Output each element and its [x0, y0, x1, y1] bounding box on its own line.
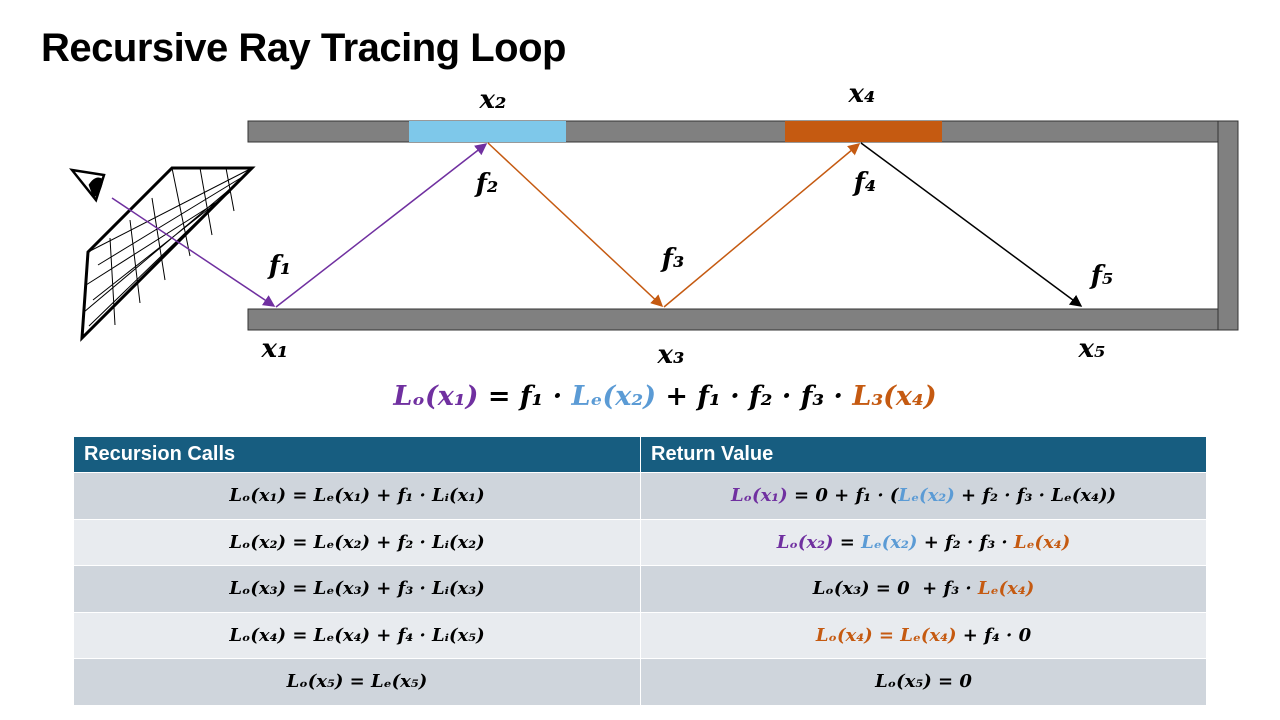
formula-part: + f₂ · f₃ · [917, 531, 1014, 553]
brdf-label: f₄ [852, 168, 877, 198]
walls [247, 120, 1239, 331]
formula-part: Lₑ(x₄) [977, 578, 1035, 600]
point-label: x₁ [261, 334, 289, 364]
point-label: x₃ [657, 340, 685, 370]
formula-part: Lₑ(x₄) [1013, 531, 1071, 553]
table-row: Lₒ(x₃) = Lₑ(x₃) + f₃ · Lᵢ(x₃) Lₒ(x₃) = 0 … [74, 565, 1206, 612]
formula-part: + f₄ · 0 [956, 624, 1032, 646]
brdf-label: f₃ [660, 244, 685, 274]
table-row: Lₒ(x₂) = Lₑ(x₂) + f₂ · Lᵢ(x₂) Lₒ(x₂) = Lₑ… [74, 518, 1206, 566]
formula-part: Lₑ(x₂) [898, 485, 955, 507]
formula-part: Lₒ(x₄) = Lₑ(x₄) + f₄ · Lᵢ(x₅) [229, 624, 485, 646]
formula-part: + f₂ · f₃ · Lₑ(x₄)) [954, 485, 1117, 507]
point-label: x₅ [1078, 334, 1106, 364]
formula-part: Lₒ(x₅) = 0 [875, 671, 972, 693]
formula-part: Lₒ(x₁) [730, 485, 788, 507]
header-cell: Return Value [640, 437, 1206, 472]
brdf-label: f₁ [267, 251, 292, 281]
formula-part: Lₒ(x₄) = Lₑ(x₄) [815, 624, 957, 646]
brdf-label: f₂ [474, 169, 499, 199]
header-row: Recursion Calls Return Value [74, 437, 1206, 472]
table-cell: Lₒ(x₂) = Lₑ(x₂) + f₂ · Lᵢ(x₂) [74, 520, 640, 566]
brdf-label: f₅ [1089, 261, 1114, 291]
formula-part: Lₒ(x₁) = Lₑ(x₁) + f₁ · Lᵢ(x₁) [229, 485, 485, 507]
table-cell: Lₒ(x₅) = Lₑ(x₅) [74, 659, 640, 705]
formula-part: Lₑ(x₂) [861, 531, 918, 553]
formula-part: Lₒ(x₁) [393, 381, 479, 412]
diagram: x₁ x₂ x₃ x₄ x₅ f₁ f₂ f₃ f₄ f₅ [69, 79, 1239, 370]
formula-part: Lₒ(x₃) = 0 + f₃ · [812, 578, 978, 600]
table-cell: Lₒ(x₃) = 0 + f₃ · Lₑ(x₄) [640, 566, 1206, 612]
table-cell: Lₒ(x₃) = Lₑ(x₃) + f₃ · Lᵢ(x₃) [74, 566, 640, 612]
formula-part: Lₒ(x₂) = Lₑ(x₂) + f₂ · Lᵢ(x₂) [229, 531, 485, 553]
table-cell: Lₒ(x₄) = Lₑ(x₄) + f₄ · 0 [640, 612, 1206, 658]
formula-part: Lₑ(x₂) [571, 381, 656, 412]
equation: Lₒ(x₁) = f₁ · Lₑ(x₂) + f₁ · f₂ · f₃ · L₃… [0, 381, 1280, 412]
formula-part: Lₒ(x₂) [776, 531, 834, 553]
table-cell: Lₒ(x₁) = Lₑ(x₁) + f₁ · Lᵢ(x₁) [74, 473, 640, 519]
screen [80, 166, 256, 342]
formula-part: = f₁ · [478, 381, 572, 412]
table-cell: Lₒ(x₅) = 0 [640, 659, 1206, 705]
table-row: Lₒ(x₄) = Lₑ(x₄) + f₄ · Lᵢ(x₅) Lₒ(x₄) = Lₑ… [74, 611, 1206, 659]
point-label: x₄ [848, 79, 876, 109]
table-cell: Lₒ(x₂) = Lₑ(x₂) + f₂ · f₃ · Lₑ(x₄) [640, 519, 1206, 565]
formula-part: = 0 + f₁ · ( [787, 485, 899, 507]
header-cell: Recursion Calls [84, 443, 236, 465]
table-cell: Lₒ(x₁) = 0 + f₁ · (Lₑ(x₂) + f₂ · f₃ · Lₑ… [640, 473, 1206, 519]
table-row: Lₒ(x₁) = Lₑ(x₁) + f₁ · Lᵢ(x₁) Lₒ(x₁) = 0 … [74, 472, 1206, 519]
table-cell: Lₒ(x₄) = Lₑ(x₄) + f₄ · Lᵢ(x₅) [74, 613, 640, 659]
formula-part: L₃(x₄) [852, 381, 937, 412]
formula-part: = [833, 531, 862, 553]
table: Recursion Calls Return Value Lₒ(x₁) = Lₑ(x… [74, 437, 1206, 705]
formula-part: + f₁ · f₂ · f₃ · [655, 381, 853, 412]
table-row: Lₒ(x₅) = Lₑ(x₅) Lₒ(x₅) = 0 [74, 658, 1206, 705]
formula-part: Lₒ(x₅) = Lₑ(x₅) [286, 671, 428, 693]
title: Recursive Ray Tracing Loop [41, 26, 566, 70]
formula-part: Lₒ(x₃) = Lₑ(x₃) + f₃ · Lᵢ(x₃) [229, 578, 485, 600]
rays [111, 142, 1083, 308]
point-label: x₂ [479, 85, 507, 115]
eye [69, 168, 106, 203]
